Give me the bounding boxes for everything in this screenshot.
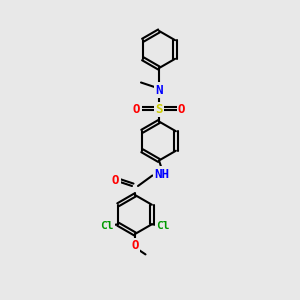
Text: O: O (112, 173, 119, 187)
Text: NH: NH (154, 167, 169, 181)
Text: N: N (155, 83, 163, 97)
Text: O: O (131, 239, 139, 252)
Text: Cl: Cl (100, 221, 113, 231)
Text: S: S (155, 103, 163, 116)
Text: O: O (178, 103, 185, 116)
Text: O: O (133, 103, 140, 116)
Text: Cl: Cl (157, 221, 170, 231)
